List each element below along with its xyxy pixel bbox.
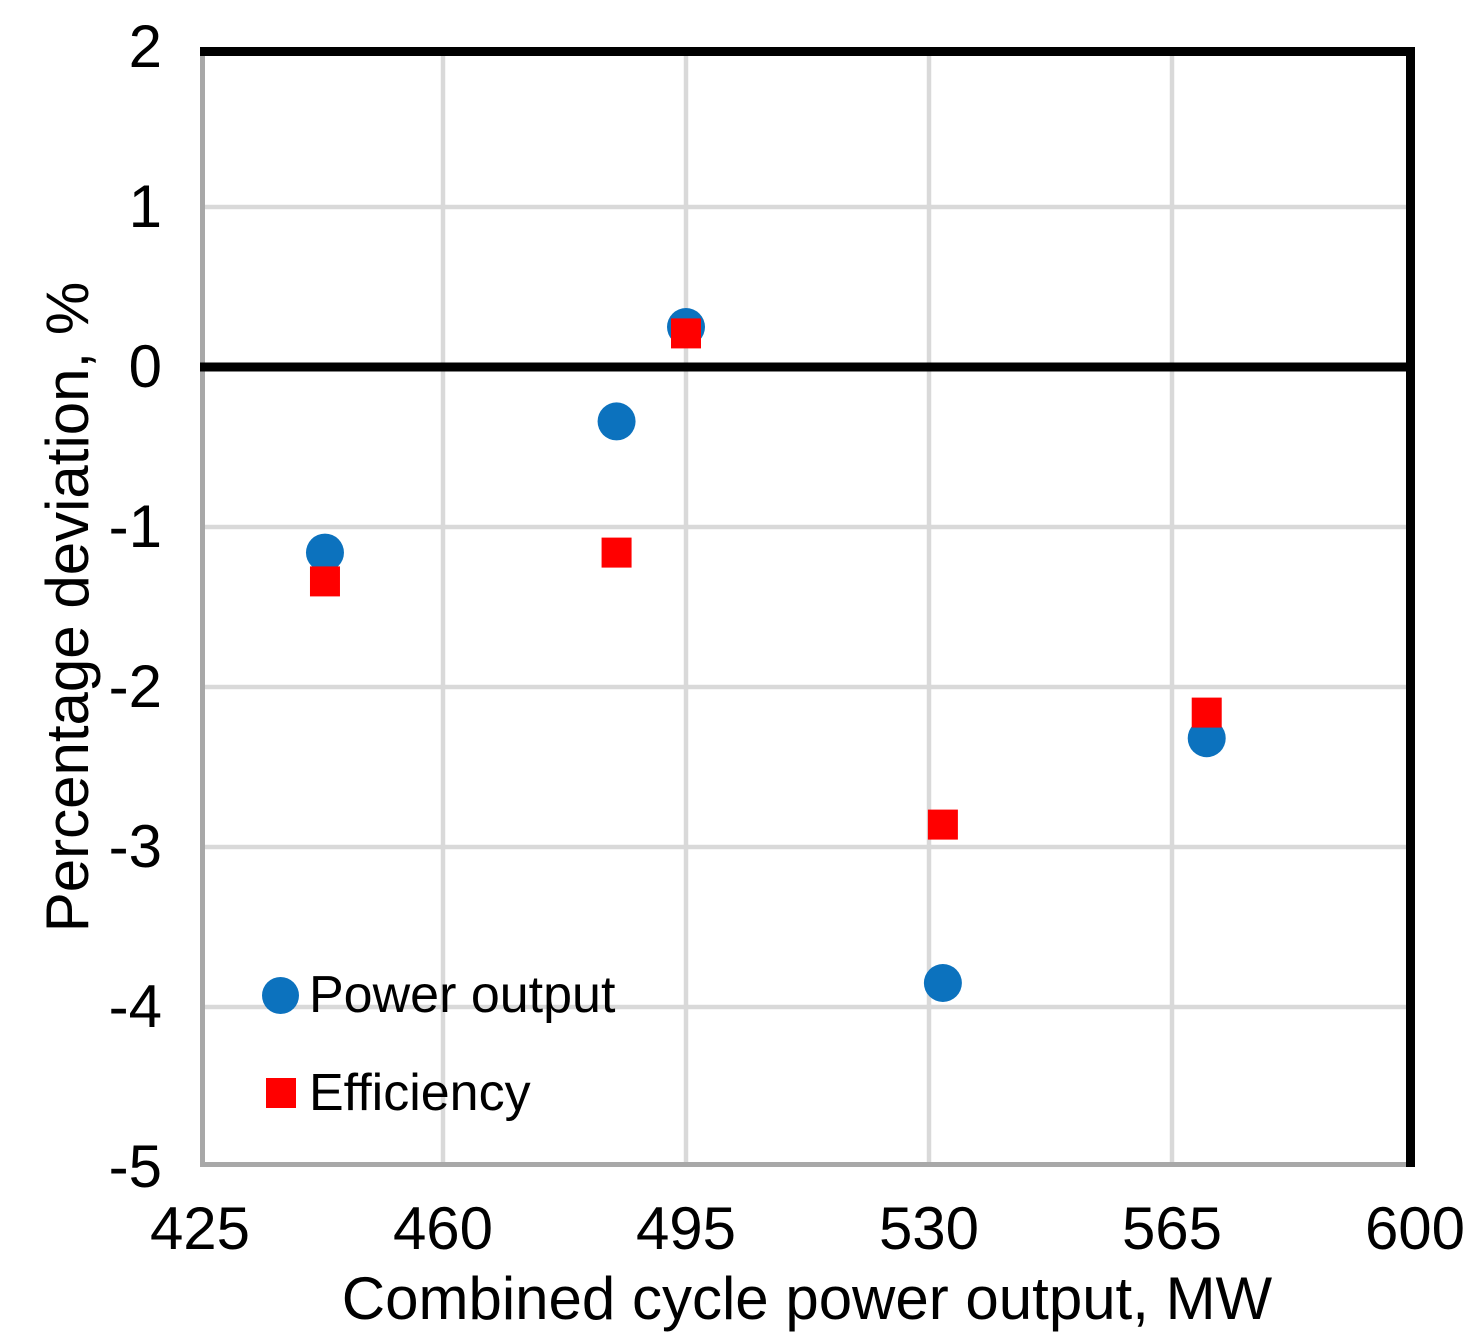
- legend-item-efficiency: Efficiency: [262, 1058, 615, 1128]
- legend: Power output Efficiency: [262, 960, 615, 1128]
- y-tick-label: -3: [108, 813, 162, 880]
- data-point-efficiency: [1191, 697, 1222, 728]
- y-tick-label: -1: [108, 493, 162, 560]
- data-point-efficiency: [309, 566, 340, 597]
- data-point-power-output: [923, 964, 962, 1002]
- x-tick-label: 530: [878, 1195, 980, 1262]
- data-point-power-output: [305, 533, 344, 572]
- legend-label-power-output: Power output: [309, 966, 616, 1024]
- data-point-efficiency: [671, 318, 701, 349]
- y-tick-label: -5: [108, 1133, 162, 1200]
- y-tick-label: -4: [108, 973, 162, 1040]
- efficiency-square-icon: [266, 1078, 296, 1108]
- data-point-efficiency: [927, 809, 958, 840]
- x-axis-title: Combined cycle power output, MW: [341, 1265, 1273, 1332]
- x-tick-label: 425: [149, 1195, 251, 1262]
- y-tick-label: 2: [128, 13, 162, 80]
- x-tick-label: 495: [635, 1195, 737, 1262]
- x-tick-label: 565: [1121, 1195, 1223, 1262]
- data-point-power-output: [597, 402, 636, 441]
- power-output-circle-icon: [262, 976, 299, 1014]
- data-point-power-output: [1187, 719, 1226, 758]
- y-tick-label: -2: [108, 653, 162, 720]
- legend-item-power-output: Power output: [262, 960, 615, 1030]
- y-tick-label: 1: [128, 173, 162, 240]
- data-point-efficiency: [601, 537, 632, 568]
- x-tick-label: 460: [392, 1195, 494, 1262]
- y-tick-label: 0: [128, 333, 162, 400]
- x-tick-label: 600: [1364, 1195, 1466, 1262]
- legend-label-efficiency: Efficiency: [309, 1064, 531, 1122]
- plot-area: [200, 47, 1415, 1167]
